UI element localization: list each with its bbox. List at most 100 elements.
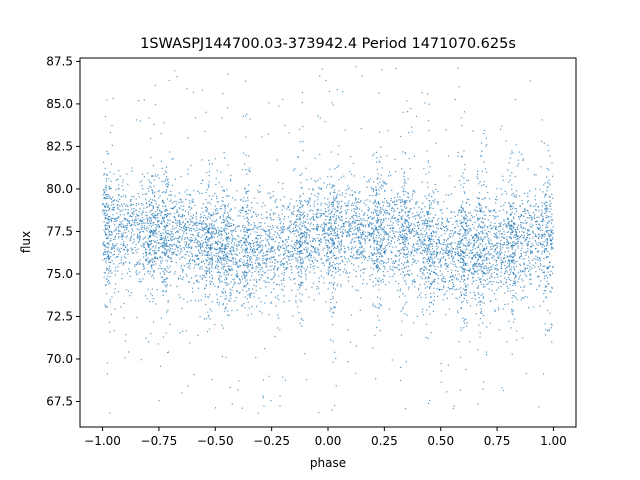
data-point <box>257 412 259 414</box>
data-point <box>253 284 255 286</box>
data-point <box>369 216 371 218</box>
data-point <box>287 256 289 258</box>
data-point <box>493 210 495 212</box>
data-point <box>512 272 514 274</box>
data-point <box>333 307 335 309</box>
data-point <box>183 231 185 233</box>
data-point <box>253 296 255 298</box>
data-point <box>306 249 308 251</box>
data-point <box>539 226 541 228</box>
data-point <box>139 181 141 183</box>
data-point <box>330 257 332 259</box>
data-point <box>196 229 198 231</box>
data-point <box>422 227 424 230</box>
data-point <box>472 280 474 282</box>
data-point <box>122 189 124 191</box>
data-point <box>190 237 192 239</box>
data-point <box>175 200 177 202</box>
data-point <box>332 201 334 203</box>
data-point <box>500 205 502 207</box>
data-point <box>163 229 165 231</box>
data-point <box>283 272 285 274</box>
data-point <box>114 308 116 310</box>
data-point <box>401 320 403 322</box>
data-point <box>175 231 177 234</box>
data-point <box>412 213 414 215</box>
data-point <box>130 247 132 249</box>
data-point <box>183 228 185 230</box>
data-point <box>406 215 408 217</box>
data-point <box>201 252 203 254</box>
data-point <box>463 327 465 329</box>
data-point <box>427 337 429 340</box>
data-point <box>333 184 335 186</box>
data-point <box>539 260 541 262</box>
data-point <box>471 282 473 285</box>
data-point <box>190 277 193 279</box>
data-point <box>108 221 110 223</box>
data-point <box>454 265 456 267</box>
data-point <box>396 267 398 269</box>
data-point <box>552 219 554 221</box>
data-point <box>399 258 401 260</box>
data-point <box>529 205 531 207</box>
data-point <box>460 307 462 310</box>
data-point <box>513 295 515 297</box>
data-point <box>153 194 156 197</box>
data-point <box>124 219 126 221</box>
data-point <box>246 290 248 293</box>
data-point <box>394 241 396 243</box>
data-point <box>485 145 487 147</box>
data-point <box>283 266 285 268</box>
data-point <box>242 248 244 250</box>
data-point <box>466 264 468 266</box>
data-point <box>228 195 230 197</box>
data-point <box>241 237 243 239</box>
data-point <box>356 252 358 254</box>
data-point <box>164 278 166 281</box>
data-point <box>392 260 394 262</box>
data-point <box>471 258 473 260</box>
data-point <box>345 270 347 272</box>
data-point <box>408 265 410 267</box>
data-point <box>248 252 250 254</box>
data-point <box>385 183 387 185</box>
data-point <box>235 261 237 263</box>
data-point <box>302 262 304 264</box>
data-point <box>239 252 241 254</box>
data-point <box>474 256 477 258</box>
data-point <box>209 244 211 246</box>
data-point <box>514 249 516 251</box>
data-point <box>247 212 249 215</box>
data-point <box>311 286 313 288</box>
data-point <box>440 370 442 372</box>
data-point <box>431 261 433 264</box>
data-point <box>470 234 472 236</box>
data-point <box>459 237 461 239</box>
data-point <box>358 242 360 244</box>
data-point <box>351 173 353 175</box>
data-point <box>230 230 232 232</box>
data-point <box>104 194 106 196</box>
data-point <box>300 200 303 202</box>
data-point <box>375 193 377 195</box>
data-point <box>293 205 295 207</box>
data-point <box>403 237 405 239</box>
data-point <box>514 282 516 284</box>
data-point <box>409 255 412 257</box>
data-point <box>400 310 402 312</box>
data-point <box>256 241 258 243</box>
data-point <box>538 216 540 218</box>
data-point <box>302 232 304 234</box>
data-point <box>312 224 314 226</box>
data-point <box>399 242 401 245</box>
data-point <box>199 229 201 231</box>
data-point <box>188 281 190 283</box>
data-point <box>428 217 430 219</box>
data-point <box>109 261 111 263</box>
data-point <box>390 258 393 260</box>
data-point <box>407 242 409 244</box>
data-point <box>217 265 219 267</box>
data-point <box>187 226 189 228</box>
data-point <box>487 252 489 254</box>
